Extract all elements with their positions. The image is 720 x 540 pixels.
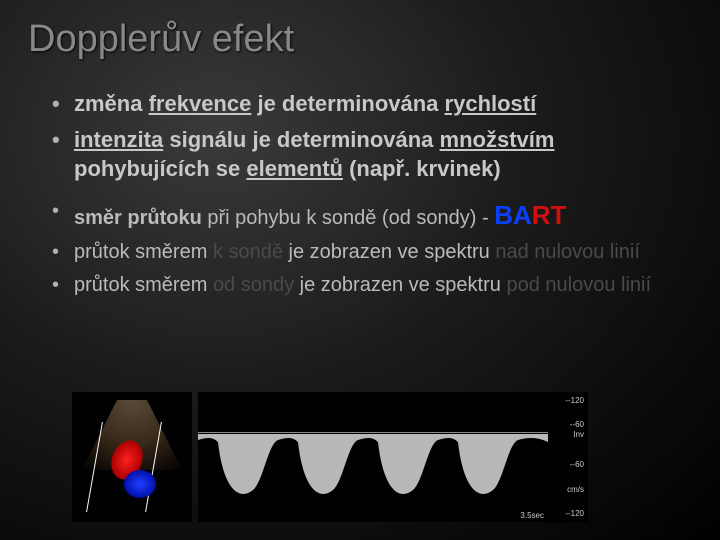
spectral-doppler-image: --120 --60 --60 cm/s --120 Inv 3.5sec [198, 392, 588, 522]
text: (např. krvinek) [343, 156, 501, 181]
velocity-scale: --120 --60 --60 cm/s --120 [550, 392, 586, 522]
dim-text: k sondě [213, 241, 283, 263]
waveform [198, 432, 548, 512]
underline-text: množstvím [440, 127, 555, 152]
inv-label: Inv [573, 430, 584, 439]
dim-text: nad nulovou linií [495, 241, 640, 263]
dim-text: od sondy [213, 274, 294, 296]
bold-text: směr průtoku [74, 207, 202, 229]
dim-text: pod nulovou linií [506, 274, 651, 296]
scale-tick: --60 [552, 460, 584, 469]
slide-title: Dopplerův efekt [0, 0, 720, 61]
text: průtok směrem [74, 274, 213, 296]
text: pohybujících se [74, 156, 246, 181]
scale-tick: --120 [552, 396, 584, 405]
time-label: 3.5sec [520, 511, 544, 520]
flow-blue-icon [124, 470, 156, 498]
bart-r: R [532, 200, 551, 230]
bold-bullet-list: změna frekvence je determinována rychlos… [48, 89, 680, 184]
scale-tick: cm/s [552, 485, 584, 494]
text: při pohybu k sondě (od sondy) - [202, 207, 494, 229]
bart-t: T [551, 200, 567, 230]
underline-text: rychlostí [445, 91, 537, 116]
bart-a: A [513, 200, 532, 230]
bart-b: B [494, 200, 513, 230]
image-row: --120 --60 --60 cm/s --120 Inv 3.5sec [72, 392, 588, 522]
color-doppler-image [72, 392, 192, 522]
text: průtok směrem [74, 241, 213, 263]
normal-bullet-list: směr průtoku při pohybu k sondě (od sond… [48, 198, 680, 299]
scale-tick: --120 [552, 509, 584, 518]
bullet-item: intenzita signálu je determinována množs… [48, 125, 680, 184]
bullet-item: průtok směrem od sondy je zobrazen ve sp… [48, 272, 680, 299]
text: je determinována [251, 91, 444, 116]
underline-text: elementů [246, 156, 343, 181]
scale-tick: --60 [552, 420, 584, 429]
text: změna [74, 91, 149, 116]
underline-text: intenzita [74, 127, 163, 152]
slide-content: změna frekvence je determinována rychlos… [0, 61, 720, 299]
text: je zobrazen ve spektru [283, 241, 495, 263]
bullet-item: směr průtoku při pohybu k sondě (od sond… [48, 198, 680, 233]
bullet-item: průtok směrem k sondě je zobrazen ve spe… [48, 239, 680, 266]
text: signálu je determinována [163, 127, 439, 152]
underline-text: frekvence [149, 91, 252, 116]
text: je zobrazen ve spektru [294, 274, 506, 296]
bullet-item: změna frekvence je determinována rychlos… [48, 89, 680, 119]
